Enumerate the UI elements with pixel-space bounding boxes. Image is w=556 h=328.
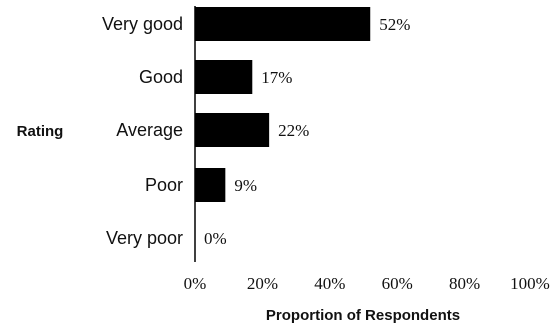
- value-label: 0%: [204, 229, 227, 248]
- value-labels: 52% 17% 22% 9% 0%: [204, 15, 410, 248]
- bars-group: [195, 7, 371, 202]
- value-label: 22%: [278, 121, 309, 140]
- value-label: 17%: [261, 68, 292, 87]
- x-tick-label: 20%: [247, 274, 278, 293]
- category-label: Very poor: [106, 228, 183, 248]
- category-label: Good: [139, 67, 183, 87]
- x-axis-title: Proportion of Respondents: [266, 307, 460, 324]
- bar-good: [195, 60, 253, 94]
- x-tick-label: 80%: [449, 274, 480, 293]
- bar-average: [195, 113, 270, 147]
- bar-very-good: [195, 7, 371, 41]
- x-tick-label: 60%: [382, 274, 413, 293]
- bar-poor: [195, 168, 226, 202]
- category-labels: Very good Good Average Poor Very poor: [102, 14, 183, 248]
- category-label: Average: [116, 120, 183, 140]
- y-axis-title: Rating: [17, 123, 64, 140]
- value-label: 52%: [379, 15, 410, 34]
- category-label: Poor: [145, 175, 183, 195]
- category-label: Very good: [102, 14, 183, 34]
- x-tick-label: 40%: [314, 274, 345, 293]
- x-tick-label: 100%: [510, 274, 550, 293]
- x-tick-labels: 0% 20% 40% 60% 80% 100%: [184, 274, 550, 293]
- x-tick-label: 0%: [184, 274, 207, 293]
- value-label: 9%: [234, 176, 257, 195]
